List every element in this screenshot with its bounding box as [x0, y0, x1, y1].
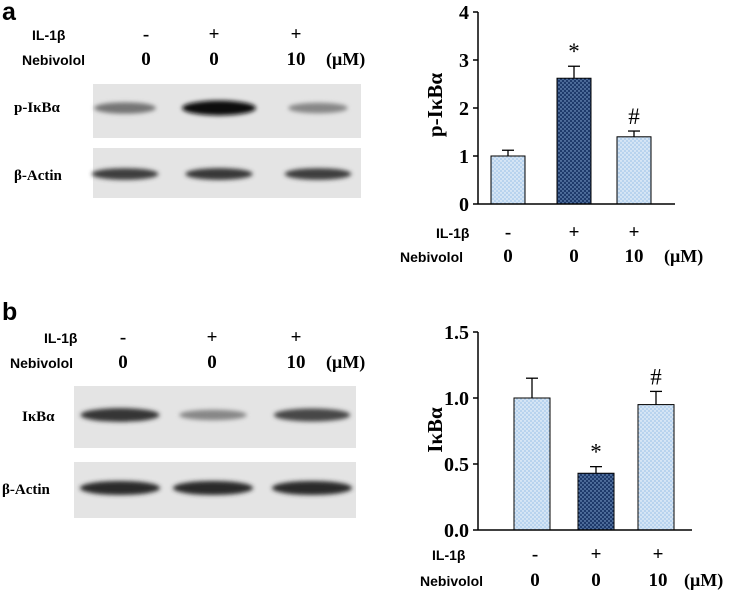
- y-tick-label: 0.5: [444, 454, 469, 476]
- panel-a-il1b-lane-2: +: [209, 24, 220, 45]
- blot-band: [94, 102, 156, 114]
- panel-a-chart-il1b-lane-3: +: [629, 222, 640, 243]
- panel-b-chart-unit: (μM): [684, 570, 723, 591]
- panel-b-chart-nebivolol-lane-1: 0: [530, 570, 540, 591]
- y-tick-label: 3: [459, 50, 469, 72]
- y-tick-label: 0: [459, 194, 469, 216]
- blot-band: [273, 408, 351, 422]
- bar: [577, 472, 615, 531]
- panel-a-nebivolol-lane-1: 0: [141, 49, 151, 70]
- significance-annotation: #: [650, 364, 662, 389]
- panel-a-chart-nebivolol-lane-2: 0: [569, 246, 579, 267]
- panel-a-nebivolol-lane-2: 0: [209, 49, 219, 70]
- y-tick-label: 1.0: [444, 388, 469, 410]
- bar: [513, 397, 551, 531]
- y-tick-label: 1.5: [444, 322, 469, 344]
- blot-band: [185, 168, 253, 180]
- y-tick-label: 2: [459, 98, 469, 120]
- blot-band: [179, 409, 247, 421]
- panel-b-chart-nebivolol-label: Nebivolol: [420, 573, 483, 589]
- blot-band: [284, 168, 352, 180]
- panel-b-chart-nebivolol-lane-2: 0: [591, 570, 601, 591]
- panel-b-nebivolol-lane-3: 10: [287, 352, 306, 373]
- panel-b-letter: b: [2, 298, 17, 326]
- panel-a-il1b-label: IL-1β: [32, 27, 66, 43]
- panel-a-chart-il1b-lane-1: -: [505, 222, 511, 243]
- panel-a-bar-chart: * #0 1 2 3 4: [459, 2, 675, 216]
- panel-b-nebivolol-lane-1: 0: [118, 352, 128, 373]
- panel-b-il1b-label: IL-1β: [44, 330, 78, 346]
- panel-a-il1b-lane-1: -: [143, 24, 149, 45]
- y-tick-label: 0.0: [444, 520, 469, 542]
- panel-b-chart-il1b-lane-1: -: [532, 544, 538, 565]
- blot-band: [182, 100, 256, 116]
- panel-a-unit: (μM): [326, 49, 365, 70]
- blot-band: [80, 408, 160, 422]
- panel-b-chart-il1b-lane-3: +: [653, 544, 664, 565]
- blot-band: [79, 481, 161, 495]
- panel-b: b IL-1β Nebivolol - + + 0 0 10 (μM) IκBα…: [2, 298, 723, 591]
- panel-a-blot-label-pikba: p-IκBα: [14, 100, 61, 116]
- panel-a-nebivolol-lane-3: 10: [287, 49, 306, 70]
- blot-band: [91, 168, 159, 180]
- panel-b-bands-ikba: [80, 408, 351, 422]
- panel-a-chart-nebivolol-lane-1: 0: [503, 246, 513, 267]
- panel-b-blot-label-actin: β-Actin: [2, 482, 51, 498]
- panel-a-nebivolol-label: Nebivolol: [22, 52, 85, 68]
- panel-b-il1b-lane-1: -: [120, 327, 126, 348]
- panel-a-chart-il1b-lane-2: +: [569, 222, 580, 243]
- bar: [637, 404, 675, 531]
- bar: [616, 136, 652, 205]
- panel-a-chart-nebivolol-label: Nebivolol: [400, 249, 463, 265]
- blot-band: [172, 481, 254, 495]
- panel-b-bar-chart: * #0.0 0.5 1.0 1.5: [444, 322, 692, 542]
- panel-b-blot-label-ikba: IκBα: [22, 409, 55, 425]
- panel-b-chart-il1b-label: IL-1β: [432, 547, 466, 563]
- significance-annotation: *: [590, 440, 602, 465]
- panel-b-nebivolol-label: Nebivolol: [10, 355, 73, 371]
- panel-a-blot-label-actin: β-Actin: [14, 168, 63, 184]
- y-tick-label: 1: [459, 146, 469, 168]
- panel-b-chart-il1b-lane-2: +: [591, 544, 602, 565]
- panel-a-chart-nebivolol-lane-3: 10: [625, 246, 644, 267]
- bar: [556, 77, 592, 205]
- panel-b-y-axis-title: IκBα: [423, 407, 447, 453]
- panel-a-bands-actin: [91, 168, 352, 180]
- panel-b-bands-actin: [79, 481, 353, 495]
- panel-b-chart-nebivolol-lane-3: 10: [649, 570, 668, 591]
- blot-band: [271, 481, 353, 495]
- significance-annotation: *: [568, 39, 580, 64]
- panel-b-il1b-lane-2: +: [207, 327, 218, 348]
- panel-a-il1b-lane-3: +: [291, 24, 302, 45]
- y-tick-label: 4: [459, 2, 469, 24]
- panel-a-chart-unit: (μM): [664, 246, 703, 267]
- panel-a: a IL-1β Nebivolol - + + 0 0 10 (μM) p-Iκ…: [2, 0, 703, 267]
- panel-a-y-axis-title: p-IκBα: [423, 73, 447, 138]
- significance-annotation: #: [628, 104, 640, 129]
- panel-b-unit: (μM): [326, 352, 365, 373]
- panel-b-il1b-lane-3: +: [291, 327, 302, 348]
- panel-b-nebivolol-lane-2: 0: [207, 352, 217, 373]
- panel-a-letter: a: [2, 0, 17, 26]
- blot-band: [288, 102, 348, 114]
- bar: [490, 155, 526, 205]
- panel-a-chart-il1b-label: IL-1β: [436, 225, 470, 241]
- panel-a-bands-pikba: [94, 100, 348, 116]
